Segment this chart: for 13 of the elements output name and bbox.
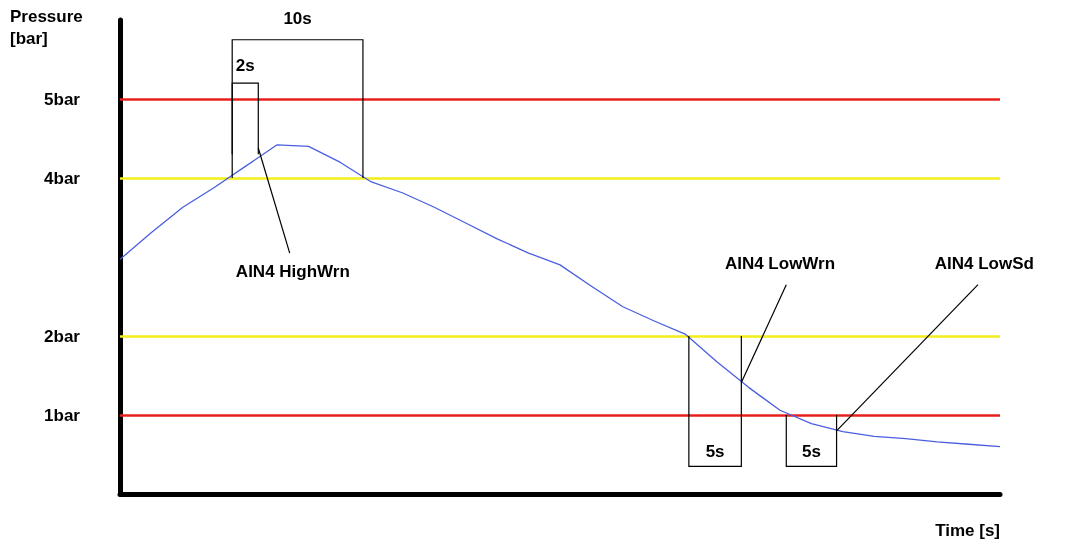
y-tick-label: 4bar [44, 168, 81, 188]
y-tick-label: 1bar [44, 405, 81, 425]
annotation: AIN4 HighWrn [235, 261, 350, 281]
y-tick-label: 5bar [44, 89, 81, 109]
annotation: AIN4 LowSd [934, 253, 1034, 273]
y-tick-label: 2bar [44, 326, 81, 346]
annotation: AIN4 LowWrn [724, 253, 836, 273]
y-axis-title: Pressure [bar] [10, 7, 83, 48]
annotation: 10s [283, 8, 312, 28]
annotation: 5s [801, 441, 821, 461]
x-axis-title: Time [s] [935, 521, 1000, 540]
annotation: 5s [705, 441, 725, 461]
annotation: 2s [235, 56, 255, 76]
